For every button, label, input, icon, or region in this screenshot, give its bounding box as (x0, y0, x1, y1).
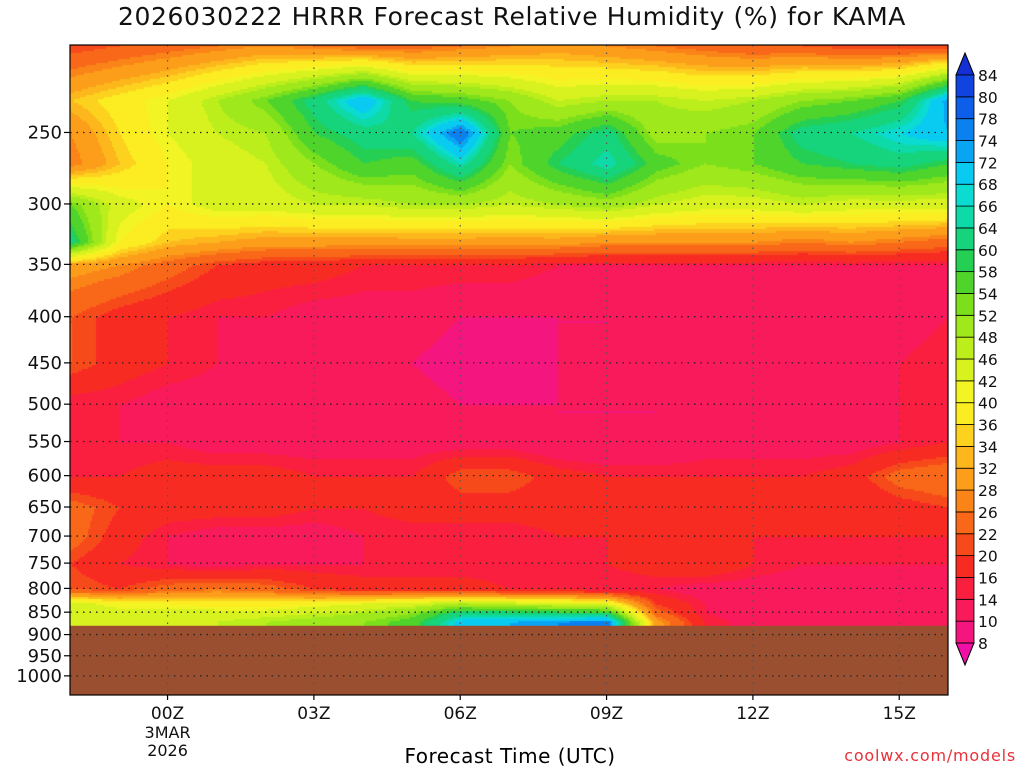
y-tick-label: 300 (28, 194, 62, 215)
colorbar-label: 36 (978, 417, 998, 435)
x-tick-label: 09Z (590, 704, 623, 724)
x-date-label: 2026 (147, 741, 188, 760)
colorbar-swatch (955, 358, 975, 382)
x-tick-label: 06Z (444, 704, 477, 724)
colorbar-swatch (955, 74, 975, 98)
colorbar-swatch (955, 402, 975, 425)
colorbar-label: 84 (978, 67, 998, 85)
colorbar-label: 42 (978, 373, 998, 391)
colorbar-label: 72 (978, 154, 998, 172)
x-date-label: 3MAR (145, 723, 191, 742)
x-tick-label: 03Z (297, 704, 330, 724)
colorbar-swatch (955, 555, 975, 578)
colorbar-swatch (955, 271, 975, 294)
ground-area (70, 625, 948, 695)
colorbar-label: 58 (978, 264, 998, 282)
colorbar-swatch (955, 598, 975, 622)
colorbar-swatch (955, 96, 975, 120)
colorbar-swatch (955, 511, 975, 535)
colorbar-label: 10 (978, 613, 998, 631)
colorbar-label: 46 (978, 351, 998, 369)
colorbar-swatch (955, 533, 975, 557)
y-tick-label: 400 (28, 307, 62, 328)
colorbar-label: 34 (978, 438, 998, 456)
colorbar-swatch (955, 293, 975, 316)
colorbar-label: 20 (978, 548, 998, 566)
colorbar-label: 32 (978, 460, 998, 478)
colorbar-swatch (955, 183, 975, 207)
x-tick-label: 15Z (883, 704, 916, 724)
colorbar-label: 64 (978, 220, 998, 238)
x-axis-label: Forecast Time (UTC) (404, 744, 616, 768)
colorbar-label: 52 (978, 307, 998, 325)
colorbar-label: 22 (978, 526, 998, 544)
colorbar-swatch (955, 489, 975, 513)
colorbar-label: 68 (978, 176, 998, 194)
colorbar-swatch (955, 577, 975, 600)
y-tick-label: 850 (28, 602, 62, 623)
colorbar-swatch (955, 620, 975, 644)
x-tick-label: 00Z (151, 704, 184, 724)
y-tick-label: 950 (28, 646, 62, 667)
colorbar-label: 54 (978, 285, 998, 303)
colorbar-label: 26 (978, 504, 998, 522)
colorbar-swatch (955, 336, 975, 360)
colorbar-label: 16 (978, 569, 998, 587)
y-tick-label: 500 (28, 394, 62, 415)
colorbar-swatch (955, 227, 975, 251)
colorbar-label: 40 (978, 395, 998, 413)
colorbar-extension-high (955, 51, 975, 76)
colorbar-swatch (955, 118, 975, 141)
colorbar-swatch (955, 445, 975, 469)
colorbar-label: 48 (978, 329, 998, 347)
colorbar-swatch (955, 140, 975, 163)
y-tick-label: 900 (28, 625, 62, 646)
colorbar-swatch (955, 380, 975, 404)
colorbar-swatch (955, 161, 975, 185)
humidity-field (70, 45, 948, 626)
y-tick-label: 700 (28, 526, 62, 547)
plot-frame (69, 44, 949, 696)
colorbar-label: 80 (978, 89, 998, 107)
colorbar-label: 66 (978, 198, 998, 216)
y-tick-label: 650 (28, 497, 62, 518)
colorbar-extension-low (955, 642, 975, 667)
x-tick-label: 12Z (736, 704, 769, 724)
colorbar-swatch (955, 314, 975, 338)
y-tick-label: 600 (28, 466, 62, 487)
chart-title: 2026030222 HRRR Forecast Relative Humidi… (118, 2, 906, 31)
colorbar-swatch (955, 249, 975, 273)
credit-link[interactable]: coolwx.com/models (844, 746, 1016, 765)
colorbar-label: 74 (978, 133, 998, 151)
y-tick-label: 800 (28, 578, 62, 599)
colorbar-label: 28 (978, 482, 998, 500)
y-tick-label: 350 (28, 254, 62, 275)
colorbar-swatch (955, 205, 975, 229)
colorbar-swatch (955, 467, 975, 491)
y-tick-label: 1000 (16, 666, 62, 687)
colorbar-label: 78 (978, 111, 998, 129)
y-tick-label: 550 (28, 432, 62, 453)
colorbar-label: 60 (978, 242, 998, 260)
y-tick-label: 450 (28, 353, 62, 374)
colorbar-label: 14 (978, 591, 998, 609)
colorbar-label: 8 (978, 635, 988, 653)
y-tick-label: 250 (28, 122, 62, 143)
y-tick-label: 750 (28, 553, 62, 574)
colorbar-swatch (955, 424, 975, 447)
